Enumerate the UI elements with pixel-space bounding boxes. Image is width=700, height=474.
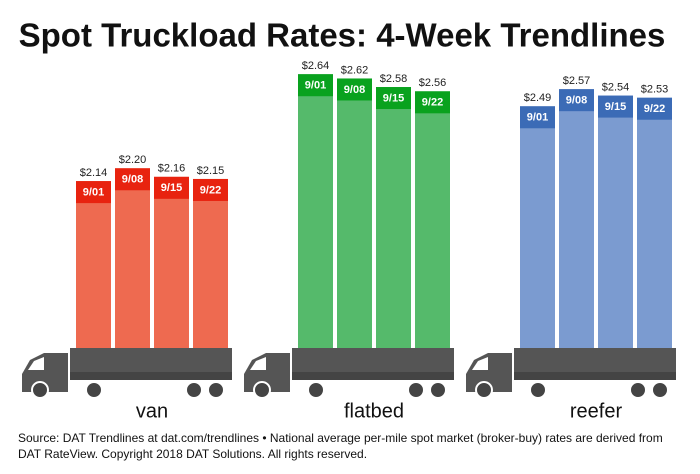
value-label: $2.14 (80, 167, 108, 179)
truck-rail (292, 372, 454, 380)
bar-header (637, 97, 672, 120)
value-label: $2.15 (197, 165, 225, 177)
truck-wheel (185, 381, 203, 399)
truck (466, 348, 676, 399)
bar-header (376, 87, 411, 110)
bar (154, 176, 189, 350)
week-label: 9/15 (605, 101, 626, 113)
value-label: $2.53 (641, 84, 669, 96)
truck-wheel (307, 381, 325, 399)
bar (520, 106, 555, 350)
week-label: 9/01 (305, 80, 326, 92)
group-label: van (136, 400, 168, 422)
truck-wheel (85, 381, 103, 399)
value-label: $2.49 (524, 92, 552, 104)
week-label: 9/01 (83, 187, 104, 199)
bar (376, 87, 411, 350)
truck-bed (514, 348, 676, 372)
bar-header (76, 181, 111, 204)
source-note: DAT RateView. Copyright 2018 DAT Solutio… (18, 447, 367, 461)
bar (298, 74, 333, 350)
truck-wheel (651, 381, 669, 399)
bar (337, 78, 372, 350)
truck-bed (292, 348, 454, 372)
value-label: $2.56 (419, 77, 447, 89)
bar (598, 95, 633, 350)
truck-rail (514, 372, 676, 380)
bar (415, 91, 450, 350)
value-label: $2.62 (341, 64, 369, 76)
truck-window (28, 357, 44, 370)
truck-window (472, 357, 488, 370)
week-label: 9/22 (422, 97, 443, 109)
bar (193, 178, 228, 350)
value-label: $2.64 (302, 60, 330, 72)
truck-wheel (253, 381, 271, 399)
value-label: $2.54 (602, 81, 630, 93)
bar (115, 168, 150, 350)
bar (559, 89, 594, 350)
bar-header (520, 106, 555, 129)
truck-wheel (629, 381, 647, 399)
week-label: 9/15 (161, 182, 182, 194)
value-label: $2.58 (380, 73, 408, 85)
week-label: 9/08 (566, 95, 587, 107)
bar-header (115, 168, 150, 191)
bar (76, 181, 111, 350)
week-label: 9/01 (527, 112, 548, 124)
bar-header (337, 78, 372, 101)
truck-window (250, 357, 266, 370)
value-label: $2.57 (563, 75, 591, 87)
truck-bed (70, 348, 232, 372)
group-label: reefer (570, 400, 623, 422)
week-label: 9/15 (383, 92, 404, 104)
truck (244, 348, 454, 399)
bar-header (598, 95, 633, 118)
value-label: $2.20 (119, 154, 147, 166)
bar-header (415, 91, 450, 114)
truck-wheel (407, 381, 425, 399)
source-note: Source: DAT Trendlines at dat.com/trendl… (18, 431, 663, 445)
truck-wheel (429, 381, 447, 399)
truck-wheel (207, 381, 225, 399)
truck (22, 348, 232, 399)
bar-header (154, 176, 189, 199)
truck-wheel (31, 381, 49, 399)
bar (637, 97, 672, 350)
chart-title: Spot Truckload Rates: 4-Week Trendlines (19, 17, 666, 54)
week-label: 9/22 (644, 103, 665, 115)
bar-header (193, 178, 228, 201)
truck-wheel (529, 381, 547, 399)
week-label: 9/08 (122, 174, 143, 186)
truck-wheel (475, 381, 493, 399)
bar-header (298, 74, 333, 97)
group-label: flatbed (344, 400, 404, 422)
truck-rail (70, 372, 232, 380)
value-label: $2.16 (158, 163, 186, 175)
bar-header (559, 89, 594, 112)
week-label: 9/08 (344, 84, 365, 96)
week-label: 9/22 (200, 184, 221, 196)
